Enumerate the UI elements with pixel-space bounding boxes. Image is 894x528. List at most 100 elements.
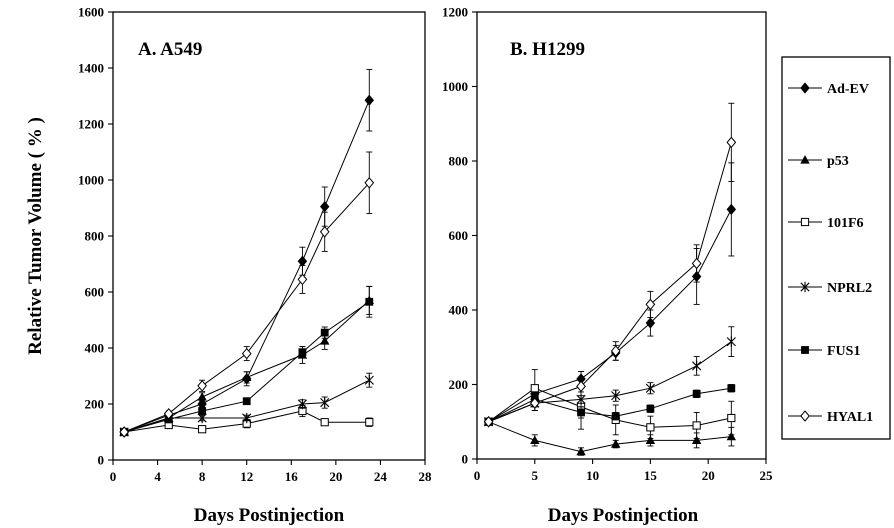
data-point-fus1 xyxy=(298,348,307,357)
data-point-hyal1 xyxy=(529,397,540,409)
panel-a-y-tick-label: 1200 xyxy=(78,117,104,132)
legend: Ad-EV p53 101F6 NPRL2 FUS1 HYAL1 xyxy=(781,56,891,440)
data-point-ad-ev xyxy=(726,203,737,216)
data-point-p53 xyxy=(320,336,330,345)
data-point-p53 xyxy=(197,392,207,401)
panel-b-y-tick-label: 200 xyxy=(449,377,469,392)
legend-label: 101F6 xyxy=(827,216,864,231)
legend-label: p53 xyxy=(827,154,849,169)
data-point-ad-ev xyxy=(645,317,656,329)
panel-a-axes: 0 4 8 12 16 20 24 28 0 200 400 600 800 1000 1200 1400 16… xyxy=(78,5,432,485)
data-point-ad-ev xyxy=(319,200,330,213)
data-point-p53 xyxy=(611,439,621,448)
data-point-hyal1 xyxy=(241,347,252,360)
data-point-fus1 xyxy=(320,328,329,337)
data-point-nprl2 xyxy=(297,398,308,410)
data-point-fus1 xyxy=(577,408,585,417)
panel-a-x-tick-label: 4 xyxy=(154,469,161,484)
data-point-hyal1 xyxy=(726,136,737,149)
data-point-101f6 xyxy=(320,418,329,427)
panel-a-series-hyal1 xyxy=(119,151,375,438)
data-point-hyal1 xyxy=(483,415,494,428)
panel-b-y-tick-label: 800 xyxy=(449,154,469,169)
legend-marker-p53 xyxy=(800,155,810,164)
data-point-hyal1 xyxy=(610,345,621,357)
data-point-101f6 xyxy=(530,384,539,393)
data-point-fus1 xyxy=(692,389,701,398)
data-point-fus1 xyxy=(365,297,374,306)
legend-item-nprl2: NPRL2 xyxy=(788,281,872,296)
legend-items: Ad-EV p53 101F6 NPRL2 FUS1 HYAL1 xyxy=(788,82,873,425)
data-point-fus1 xyxy=(242,397,251,406)
panel-a-y-tick-label: 1400 xyxy=(78,61,104,76)
panel-a-y-tick-label: 1600 xyxy=(78,5,104,20)
panel-a-x-tick-label: 28 xyxy=(419,469,433,484)
data-point-ad-ev xyxy=(364,94,375,106)
panel-b-x-tick-label: 15 xyxy=(644,468,658,483)
data-point-p53 xyxy=(645,435,656,445)
panel-b-y-tick-label: 400 xyxy=(449,303,469,318)
data-point-hyal1 xyxy=(319,226,330,238)
legend-label: NPRL2 xyxy=(827,281,872,296)
data-point-nprl2 xyxy=(645,383,655,394)
panel-a-x-tick-label: 20 xyxy=(329,469,342,484)
panel-b-frame xyxy=(476,11,767,460)
panel-b-axes: 0 5 10 15 20 25 0 200 400 600 800 1000 1200 xyxy=(442,5,773,484)
legend-label: HYAL1 xyxy=(827,410,873,425)
data-point-101f6 xyxy=(646,423,655,432)
panel-a-a549: A. A549 0 4 8 12 16 20 24 28 0 200 400 600 800 1000 12… xyxy=(78,5,432,527)
legend-label: Ad-EV xyxy=(827,82,869,97)
panel-b-y-tick-label: 1200 xyxy=(442,5,468,20)
panel-b-x-tick-label: 20 xyxy=(702,468,715,483)
data-point-hyal1 xyxy=(364,177,375,189)
legend-marker-nprl2 xyxy=(800,281,810,293)
data-point-nprl2 xyxy=(242,412,252,424)
panel-b-title: B. H1299 xyxy=(510,39,585,60)
panel-b-series-p53 xyxy=(483,416,737,456)
panel-a-series-101f6 xyxy=(120,404,374,437)
panel-b-x-tick-label: 0 xyxy=(474,468,481,483)
data-point-hyal1 xyxy=(297,273,308,286)
data-point-101f6 xyxy=(727,413,736,423)
legend-item-101f6: 101F6 xyxy=(788,216,864,231)
data-point-101f6 xyxy=(365,418,374,427)
data-point-fus1 xyxy=(611,412,620,421)
legend-item-ad-ev: Ad-EV xyxy=(788,82,869,97)
legend-marker-101f6 xyxy=(800,217,810,227)
data-point-hyal1 xyxy=(691,257,702,270)
panel-a-y-tick-label: 800 xyxy=(85,229,105,244)
panel-a-x-axis-title: Days Postinjection xyxy=(194,505,345,526)
legend-marker-fus1 xyxy=(801,346,809,354)
panel-b-y-tick-label: 600 xyxy=(449,228,469,243)
panel-b-x-axis-title: Days Postinjection xyxy=(548,505,699,526)
panel-b-x-tick-label: 10 xyxy=(586,468,599,483)
panel-b-x-tick-label: 25 xyxy=(760,468,774,483)
data-point-101f6 xyxy=(692,421,701,430)
data-point-p53 xyxy=(576,446,586,456)
panel-a-y-tick-label: 200 xyxy=(85,397,105,412)
data-point-hyal1 xyxy=(576,380,586,393)
data-point-hyal1 xyxy=(119,426,129,438)
panel-a-y-tick-label: 600 xyxy=(85,285,105,300)
panel-b-x-tick-label: 5 xyxy=(532,468,539,483)
data-point-p53 xyxy=(530,435,540,445)
panel-a-x-tick-label: 16 xyxy=(285,469,299,484)
legend-marker-ad-ev xyxy=(800,82,810,94)
panel-b-y-tick-label: 0 xyxy=(462,452,469,467)
legend-label: FUS1 xyxy=(827,344,860,359)
data-point-hyal1 xyxy=(645,298,656,311)
y-axis-title: Relative Tumor Volume ( % ) xyxy=(25,117,46,355)
data-point-fus1 xyxy=(646,404,655,413)
panel-a-frame xyxy=(112,11,426,461)
data-point-nprl2 xyxy=(364,375,374,386)
data-point-p53 xyxy=(691,435,702,445)
panel-a-x-tick-label: 24 xyxy=(374,469,388,484)
panel-a-x-tick-label: 8 xyxy=(199,469,206,484)
data-point-fus1 xyxy=(198,407,207,415)
data-point-nprl2 xyxy=(726,336,736,347)
panel-a-title: A. A549 xyxy=(138,39,202,60)
panel-b-h1299: B. H1299 0 5 10 15 20 25 0 200 400 600 800 1000 1200… xyxy=(442,5,773,527)
data-point-nprl2 xyxy=(692,360,702,372)
data-point-nprl2 xyxy=(320,397,330,408)
